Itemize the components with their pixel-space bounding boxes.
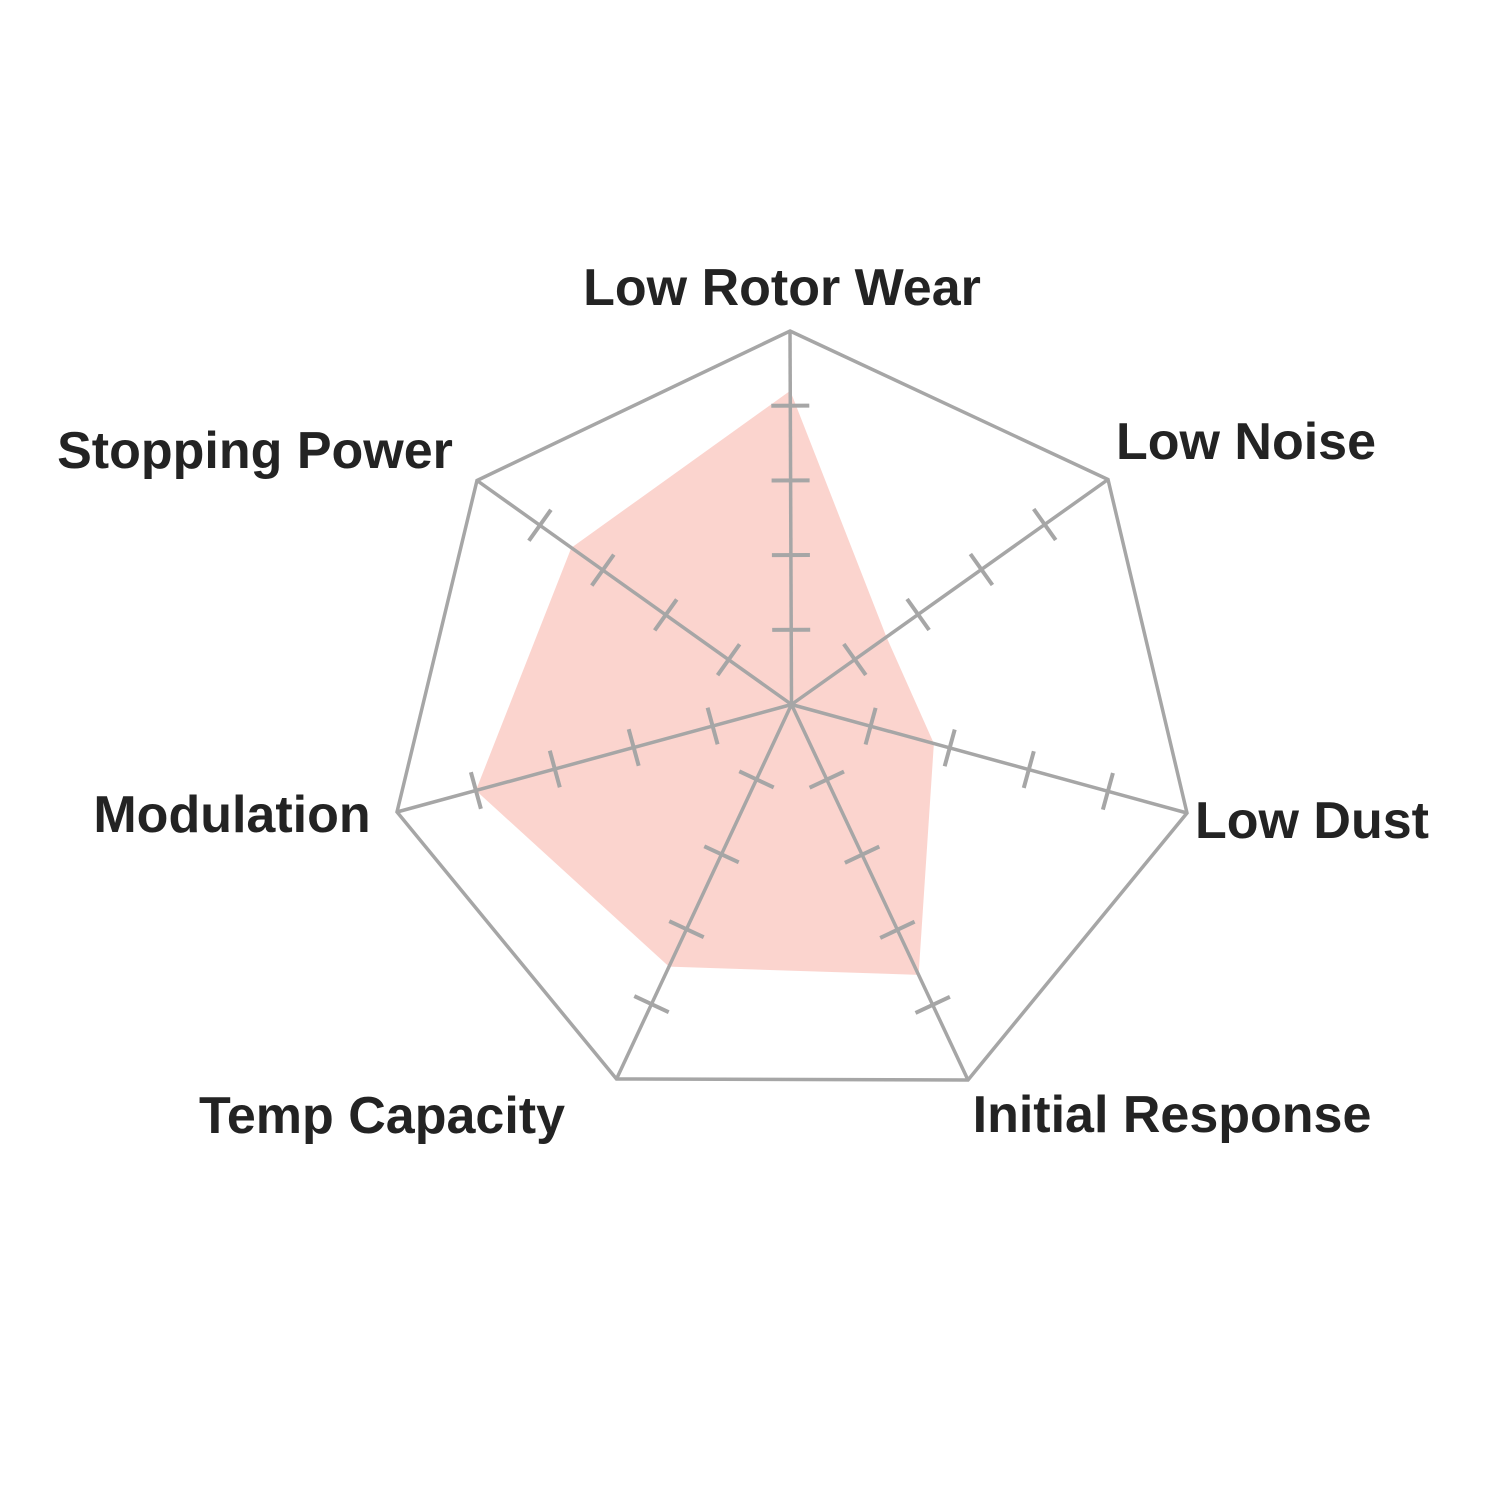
- radar-tick-mark: [844, 844, 881, 865]
- radar-axis-line: [396, 702, 792, 814]
- radar-data-polygon: [475, 390, 934, 975]
- radar-tick-mark: [653, 598, 679, 632]
- radar-tick-mark: [703, 844, 740, 865]
- radar-tick-mark: [738, 769, 775, 790]
- radar-tick-mark: [942, 729, 957, 767]
- radar-grid-outline: [395, 329, 1189, 1082]
- radar-axis-line: [791, 702, 1188, 815]
- radar-tick-mark: [905, 597, 931, 632]
- radar-axis-line: [475, 479, 793, 706]
- axis-label-temp-capacity: Temp Capacity: [198, 1087, 566, 1145]
- radar-tick-mark: [633, 994, 670, 1014]
- radar-tick-mark: [1021, 750, 1036, 789]
- radar-axis-line: [790, 478, 1110, 706]
- radar-axis-line: [614, 703, 794, 1080]
- radar-tick-mark: [968, 552, 995, 587]
- radar-tick-mark: [527, 508, 553, 542]
- axis-label-modulation: Modulation: [93, 786, 371, 844]
- radar-tick-mark: [879, 919, 916, 940]
- radar-tick-mark: [547, 750, 562, 788]
- radar-tick-mark: [808, 769, 845, 790]
- radar-tick-mark: [842, 642, 868, 677]
- axis-label-low-dust: Low Dust: [1195, 792, 1429, 850]
- radar-tick-mark: [668, 919, 705, 940]
- axis-label-low-noise: Low Noise: [1115, 413, 1377, 471]
- radar-tick-mark: [1032, 507, 1058, 542]
- axis-label-low-rotor-wear: Low Rotor Wear: [583, 259, 981, 317]
- axis-label-initial-response: Initial Response: [972, 1086, 1372, 1144]
- radar-tick-mark: [914, 995, 951, 1015]
- radar-tick-mark: [863, 707, 878, 746]
- radar-tick-mark: [715, 643, 742, 677]
- radar-tick-mark: [1100, 772, 1115, 811]
- radar-axis-line: [789, 703, 970, 1081]
- radar-tick-mark: [705, 707, 720, 745]
- axis-label-stopping-power: Stopping Power: [57, 422, 453, 480]
- radar-tick-mark: [626, 728, 641, 767]
- radar-tick-mark: [590, 553, 616, 587]
- radar-tick-mark: [468, 771, 483, 810]
- radar-axis-line: [788, 330, 794, 705]
